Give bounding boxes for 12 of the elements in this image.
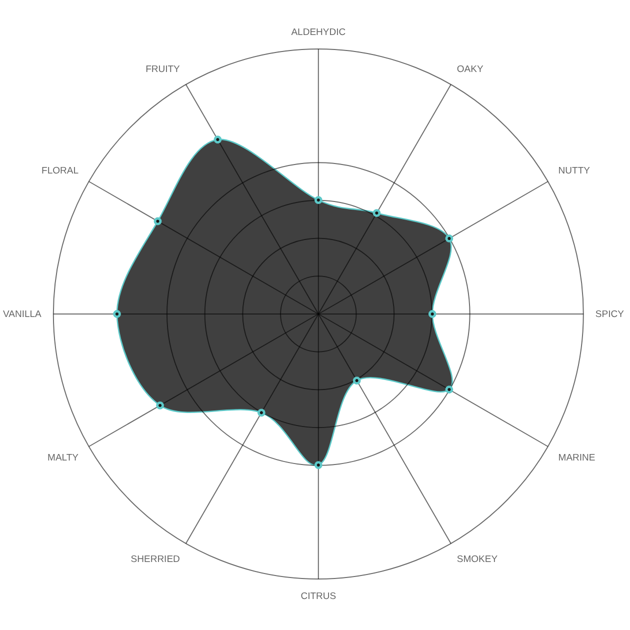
spoke-label: VANILLA: [3, 309, 42, 320]
spoke-label: CITRUS: [300, 591, 336, 602]
spoke-label: MARINE: [558, 452, 596, 464]
spoke-label: ALDEHYDIC: [291, 27, 346, 38]
spoke-label: OAKY: [456, 64, 484, 76]
spoke-label: MALTY: [48, 452, 80, 464]
spoke-label: SMOKEY: [456, 554, 498, 565]
spoke-label: FLORAL: [42, 166, 79, 176]
spoke-label: SPICY: [595, 309, 625, 320]
spoke-label: SHERRIED: [130, 554, 180, 565]
spoke-label: NUTTY: [558, 166, 591, 176]
spoke-label: FRUITY: [146, 64, 181, 76]
